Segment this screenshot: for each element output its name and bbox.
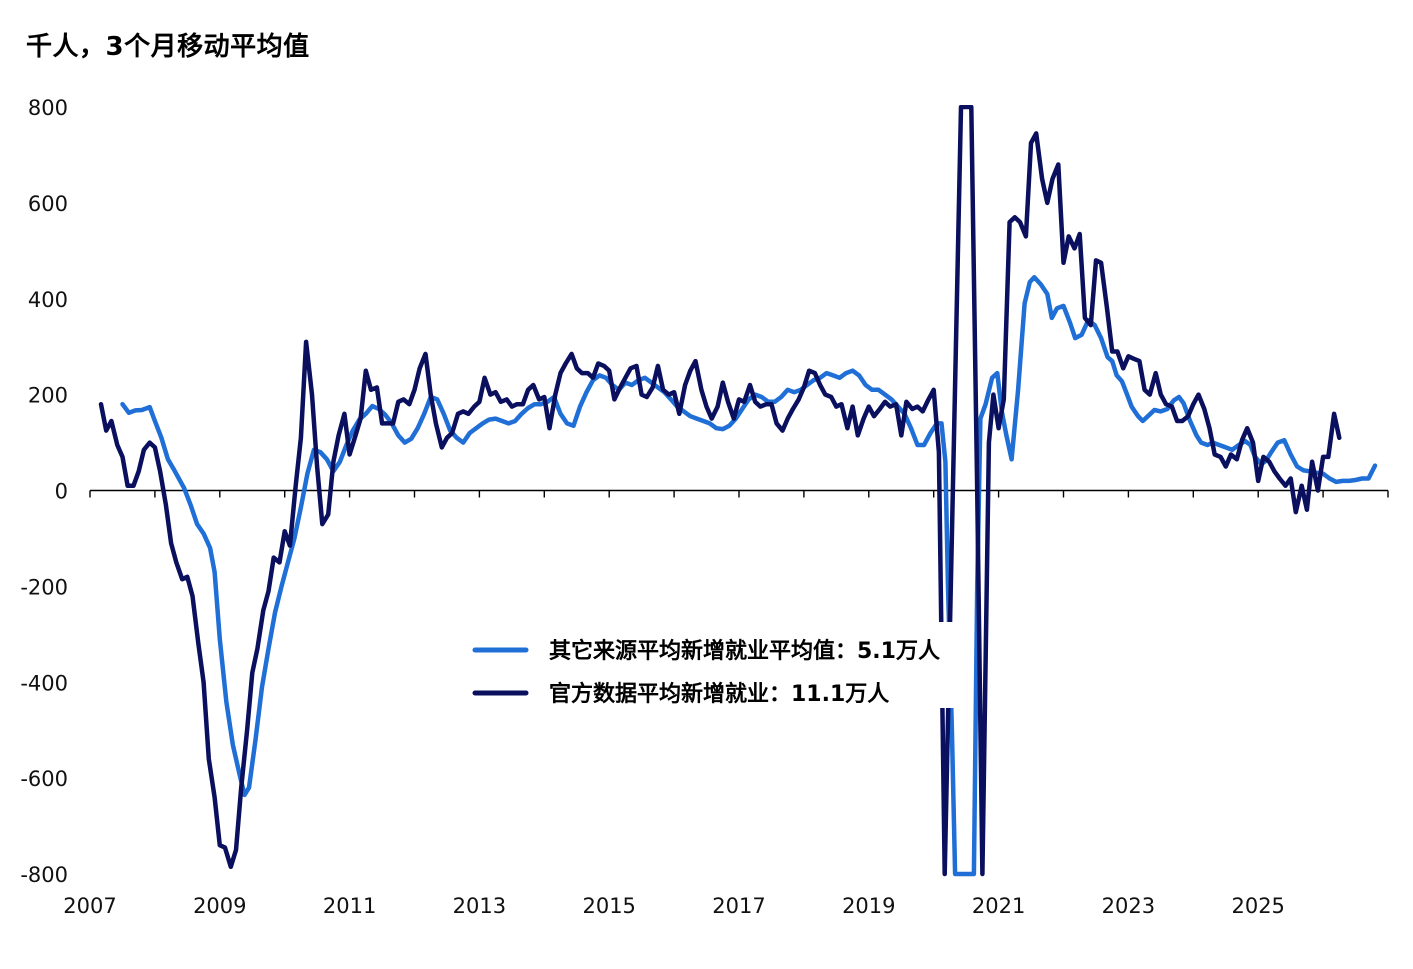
legend-label: 其它来源平均新增就业平均值：5.1万人 — [549, 638, 940, 664]
y-tick-label: 800 — [28, 96, 68, 120]
legend-background — [462, 622, 968, 708]
y-tick-label: -800 — [20, 863, 68, 887]
x-tick-label: 2013 — [453, 894, 506, 918]
x-axis: 2007 2009 2011 2013 2015 2017 2019 2021 2023 2025 — [63, 489, 1389, 918]
series-line-2 — [98, 105, 1342, 877]
x-tick-label: 2023 — [1102, 894, 1155, 918]
series-layer — [98, 105, 1378, 877]
x-tick-label: 2015 — [582, 894, 635, 918]
x-tick-label: 2021 — [972, 894, 1025, 918]
y-tick-label: -200 — [20, 575, 68, 599]
y-tick-label: 600 — [28, 192, 68, 216]
x-tick-label: 2017 — [712, 894, 765, 918]
x-tick-label: 2025 — [1231, 894, 1284, 918]
x-tick-label: 2009 — [193, 894, 246, 918]
y-tick-label: 0 — [55, 480, 68, 504]
x-tick-label: 2011 — [323, 894, 376, 918]
legend-label: 官方数据平均新增就业：11.1万人 — [549, 681, 889, 707]
y-axis-tick-labels: 800 600 400 200 0 -200 -400 -600 -800 — [20, 96, 68, 887]
y-tick-label: 200 — [28, 384, 68, 408]
x-tick-label: 2007 — [63, 894, 116, 918]
x-tick-label: 2019 — [842, 894, 895, 918]
y-tick-label: 400 — [28, 288, 68, 312]
y-tick-label: -600 — [20, 767, 68, 791]
y-tick-label: -400 — [20, 671, 68, 695]
chart-title: 千人，3个月移动平均值 — [26, 32, 310, 62]
